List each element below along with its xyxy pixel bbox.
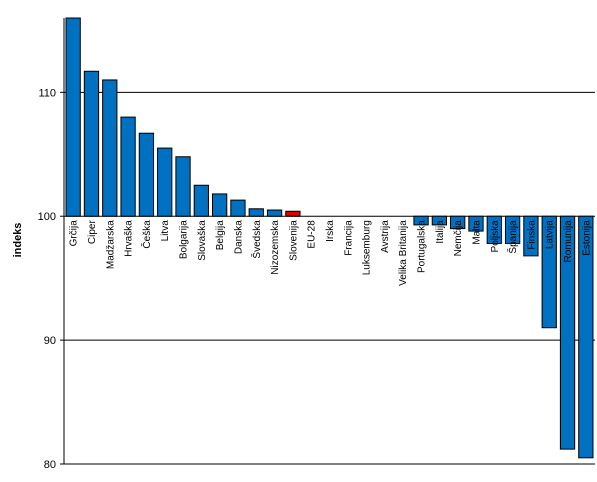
category-label: Nemčija (453, 220, 464, 257)
category-label: Avstrija (380, 220, 391, 253)
category-label: Velika Britanija (398, 220, 409, 286)
bar (413, 215, 429, 226)
bar (468, 215, 484, 232)
category-label: Francija (343, 220, 354, 256)
y-tick-labels: 80 90 100 110 (38, 87, 64, 471)
category-label: EU-28 (307, 220, 318, 249)
category-label: Danska (233, 220, 244, 254)
bar (450, 215, 466, 230)
category-label: Slovaška (197, 220, 208, 261)
category-label: Slovenija (288, 220, 299, 261)
bar (138, 132, 155, 217)
bar (559, 215, 576, 450)
bar (486, 215, 502, 244)
y-tick-label: 100 (38, 211, 56, 223)
category-label: Latvija (545, 220, 556, 249)
bars (65, 17, 594, 459)
category-label: Španija (506, 220, 519, 254)
bar (65, 17, 81, 217)
category-label: Irska (325, 220, 336, 242)
bar (504, 215, 521, 244)
category-label: Litva (160, 220, 171, 242)
category-label: Ciper (87, 220, 98, 245)
category-label: Češka (140, 220, 153, 249)
category-label: Portugalska (417, 220, 428, 273)
category-label: Luksemburg (362, 220, 373, 275)
bar (120, 116, 136, 217)
bar (266, 209, 283, 217)
category-label: Nizozemska (270, 220, 281, 275)
category-label: Belgija (215, 220, 226, 250)
bar (193, 184, 209, 217)
category-label: Grčija (69, 220, 80, 247)
y-axis-label: indeks (12, 223, 24, 258)
category-label: Romunija (563, 220, 574, 263)
bar (431, 215, 448, 226)
y-tick-label: 110 (38, 87, 56, 99)
category-label: Malta (471, 220, 482, 245)
bar (248, 208, 264, 217)
bar (578, 215, 594, 459)
category-labels: Grčija Ciper Madžarska Hrvaška Češka Litva Bol… (69, 220, 593, 286)
category-label: Švedska (250, 220, 263, 259)
bar (83, 70, 100, 217)
category-label: Hrvaška (124, 220, 135, 257)
category-label: Madžarska (105, 220, 116, 269)
category-label: Italija (435, 220, 446, 244)
bar (102, 79, 118, 217)
y-tick-label: 80 (44, 459, 56, 471)
category-label: Finska (526, 220, 537, 250)
category-label: Bolgarija (179, 220, 190, 259)
bar (157, 147, 173, 217)
bar (541, 215, 557, 329)
bar (523, 215, 539, 257)
category-label: Estonija (581, 220, 592, 256)
bar (230, 199, 246, 217)
bar (211, 193, 228, 217)
bar (175, 156, 191, 217)
bar (285, 210, 301, 217)
category-label: Poljska (490, 220, 501, 253)
y-tick-label: 90 (44, 335, 56, 347)
